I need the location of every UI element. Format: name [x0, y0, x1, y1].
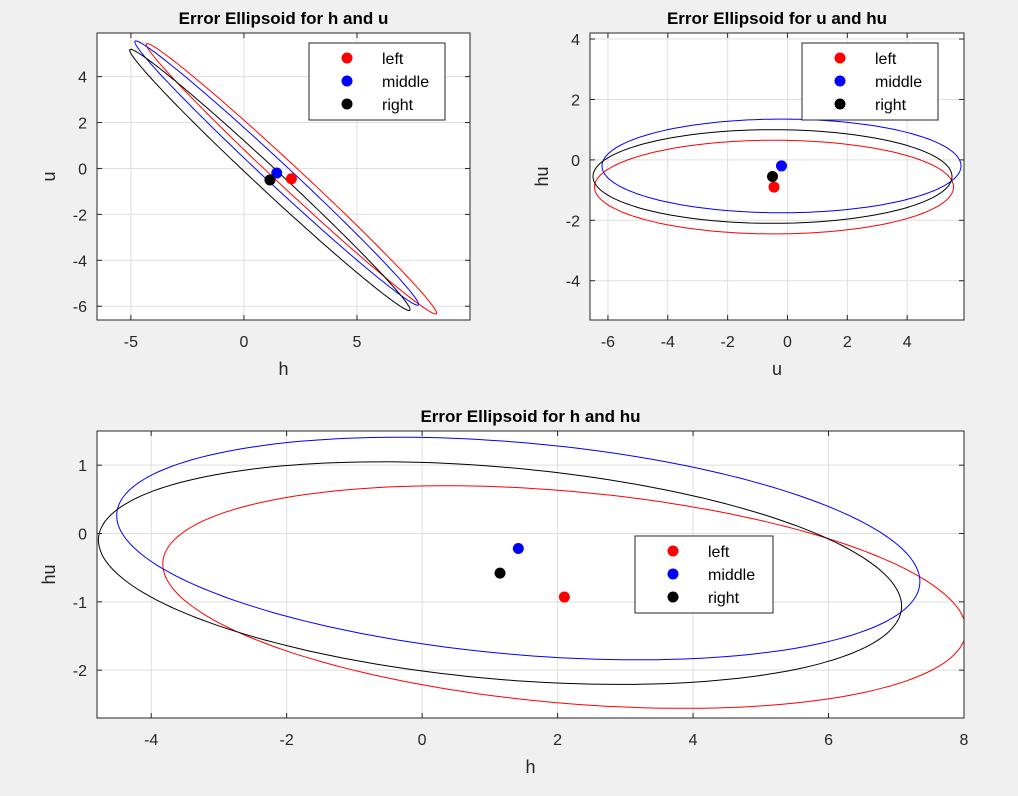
ellipse-right: [129, 48, 411, 311]
legend-marker-right: [341, 98, 353, 110]
legend-label-left: left: [875, 51, 897, 68]
x-tick-label: 8: [960, 732, 969, 749]
y-tick-label: -2: [73, 663, 87, 680]
legend-marker-middle: [341, 75, 353, 87]
y-tick-label: -2: [73, 207, 87, 224]
legend: left middle right: [801, 42, 939, 121]
x-tick-label: -4: [144, 732, 158, 749]
legend-marker-middle: [667, 568, 679, 580]
x-tick-label: 2: [843, 334, 852, 351]
ellipse-middle: [134, 40, 420, 306]
y-tick-label: 0: [571, 153, 580, 170]
ellipse-left: [162, 485, 964, 709]
x-tick-label: -2: [280, 732, 294, 749]
y-tick-label: 4: [571, 32, 580, 49]
x-tick-label: -2: [721, 334, 735, 351]
point-right: [264, 174, 276, 186]
chart-title: Error Ellipsoid for h and u: [179, 9, 389, 28]
legend-box: [308, 42, 446, 121]
legend-marker-left: [341, 52, 353, 64]
legend-marker-left: [834, 52, 846, 64]
ellipse-middle: [116, 436, 921, 661]
x-axis-label: h: [525, 757, 535, 777]
x-tick-label: 2: [553, 732, 562, 749]
legend-marker-middle: [834, 75, 846, 87]
y-axis-label: u: [39, 171, 59, 181]
point-left: [558, 591, 570, 603]
chart-title: Error Ellipsoid for h and hu: [420, 407, 640, 426]
x-tick-label: 4: [903, 334, 912, 351]
subplot-1: -5 0 5 -6 -4 -2 0 2 4 Error Ellipsoid for h and u…: [39, 9, 471, 379]
axes-frame: [589, 32, 965, 321]
legend-label-right: right: [875, 97, 907, 114]
point-middle: [271, 167, 283, 179]
y-tick-label: -2: [566, 213, 580, 230]
subplot-3: -4 -2 0 2 4 6 8 -2 -1 0 1 Error Ellipsoid for h and…: [39, 407, 969, 777]
y-tick-label: -6: [73, 299, 87, 316]
legend-label-left: left: [708, 544, 730, 561]
x-tick-label: 5: [353, 334, 362, 351]
legend: left middle right: [634, 535, 774, 614]
ellipse-left: [593, 139, 954, 235]
x-tick-label: 0: [418, 732, 427, 749]
legend: left middle right: [308, 42, 446, 121]
y-tick-label: 1: [78, 458, 87, 475]
x-tick-label: -5: [124, 334, 138, 351]
y-tick-label: -4: [73, 253, 87, 270]
y-tick-label: 2: [78, 116, 87, 133]
x-tick-label: 0: [783, 334, 792, 351]
legend-label-middle: middle: [708, 567, 755, 584]
y-tick-label: 2: [571, 92, 580, 109]
legend-label-left: left: [382, 51, 404, 68]
legend-label-right: right: [382, 97, 414, 114]
x-tick-label: 4: [689, 732, 698, 749]
ellipse-right: [592, 129, 953, 224]
x-tick-label: 6: [824, 732, 833, 749]
legend-marker-right: [667, 591, 679, 603]
y-tick-label: 4: [78, 70, 87, 87]
axes-frame: [96, 32, 471, 321]
legend-label-right: right: [708, 590, 740, 607]
legend-label-middle: middle: [875, 74, 922, 91]
legend-box: [801, 42, 939, 121]
axes-frame: [96, 430, 965, 719]
x-tick-label: 0: [239, 334, 248, 351]
point-right: [767, 171, 779, 182]
legend-marker-left: [667, 545, 679, 557]
y-tick-label: 0: [78, 161, 87, 178]
legend-marker-right: [834, 98, 846, 110]
point-middle: [775, 160, 787, 172]
legend-label-middle: middle: [382, 74, 429, 91]
x-tick-label: -6: [601, 334, 615, 351]
y-axis-label: hu: [532, 166, 552, 186]
point-left: [285, 173, 297, 185]
y-tick-label: -4: [566, 274, 580, 291]
point-left: [768, 181, 780, 193]
subplot-2: -6 -4 -2 0 2 4 -4 -2 0 2 4 Error Ellipsoid for u an…: [532, 9, 965, 379]
chart-title: Error Ellipsoid for u and hu: [667, 9, 887, 28]
axes-background: [97, 431, 964, 718]
x-tick-label: -4: [661, 334, 675, 351]
legend-box: [634, 535, 774, 614]
x-axis-label: h: [278, 359, 288, 379]
x-axis-label: u: [772, 359, 782, 379]
y-axis-label: hu: [39, 564, 59, 584]
y-tick-label: -1: [73, 595, 87, 612]
ellipse-right: [97, 461, 903, 685]
y-tick-label: 0: [78, 527, 87, 544]
ellipse-middle: [601, 118, 962, 214]
point-right: [494, 567, 506, 579]
ellipse-left: [145, 43, 438, 315]
point-middle: [512, 543, 524, 555]
